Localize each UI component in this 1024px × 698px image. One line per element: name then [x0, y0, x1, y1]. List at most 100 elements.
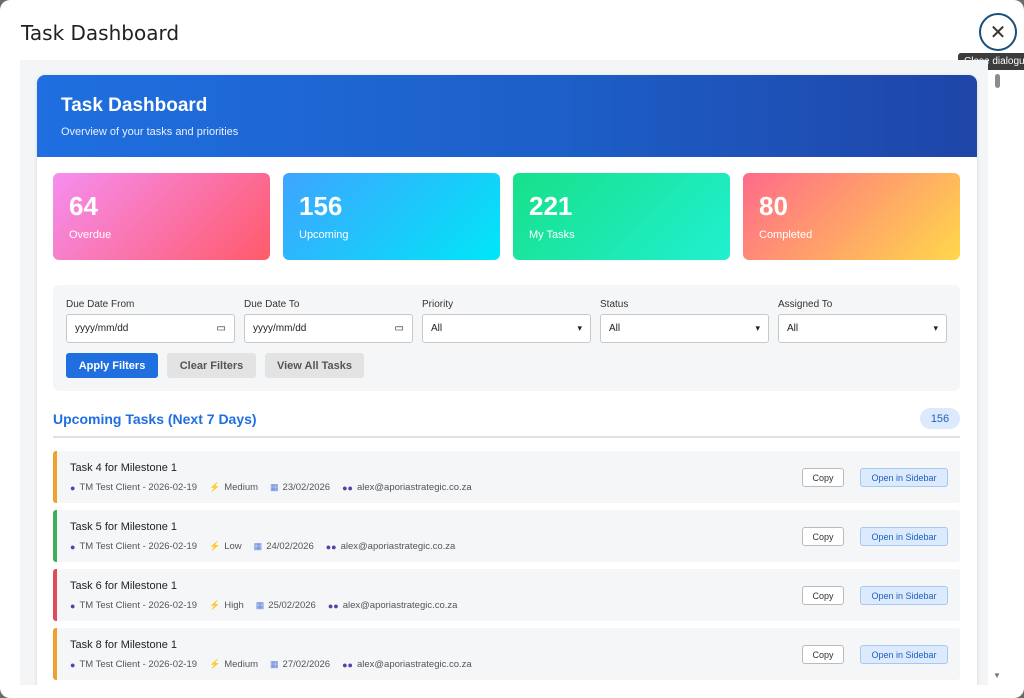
- apply-filters-button[interactable]: Apply Filters: [66, 353, 158, 378]
- task-title: Task 5 for Milestone 1: [70, 521, 177, 533]
- stat-value: 156: [299, 191, 343, 221]
- copy-button[interactable]: Copy: [802, 645, 844, 664]
- chevron-down-icon: ▾: [933, 323, 938, 333]
- priority-bolt-icon: ⚡: [209, 600, 221, 610]
- task-date: 23/02/2026: [282, 482, 331, 493]
- stat-card-completed[interactable]: 80 Completed: [743, 173, 960, 260]
- task-priority: Low: [224, 541, 242, 552]
- dialog-title: Task Dashboard: [21, 21, 180, 45]
- task-priority: High: [224, 600, 244, 611]
- task-assignee: alex@aporiastrategic.co.za: [356, 482, 472, 493]
- stat-value: 80: [759, 191, 788, 221]
- open-in-sidebar-button[interactable]: Open in Sidebar: [860, 468, 948, 487]
- stat-value: 64: [69, 191, 98, 221]
- task-assignee: alex@aporiastrategic.co.za: [340, 541, 456, 552]
- task-date: 27/02/2026: [282, 659, 331, 670]
- users-icon: ●●: [325, 541, 337, 552]
- open-in-sidebar-button[interactable]: Open in Sidebar: [860, 527, 948, 546]
- assigned-label: Assigned To: [778, 299, 833, 310]
- due-to-input[interactable]: yyyy/mm/dd ▭: [244, 314, 413, 343]
- copy-button[interactable]: Copy: [802, 527, 844, 546]
- open-in-sidebar-button[interactable]: Open in Sidebar: [860, 586, 948, 605]
- copy-button[interactable]: Copy: [802, 468, 844, 487]
- content-scrollbar[interactable]: ▼: [992, 72, 1002, 682]
- assigned-select[interactable]: All ▾: [778, 314, 947, 343]
- stat-label: Completed: [759, 229, 813, 241]
- scrollbar-thumb[interactable]: [995, 74, 1000, 88]
- due-from-label: Due Date From: [66, 299, 135, 310]
- due-from-value: yyyy/mm/dd: [75, 323, 129, 334]
- chevron-down-icon: ▾: [577, 323, 582, 333]
- dialog-content[interactable]: Task Dashboard Overview of your tasks an…: [20, 60, 988, 685]
- person-icon: ●: [70, 482, 76, 493]
- dashboard-header: Task Dashboard Overview of your tasks an…: [37, 75, 977, 157]
- dashboard-title: Task Dashboard: [61, 95, 208, 116]
- task-priority: Medium: [224, 659, 259, 670]
- task-assignee: alex@aporiastrategic.co.za: [342, 600, 458, 611]
- due-from-input[interactable]: yyyy/mm/dd ▭: [66, 314, 235, 343]
- status-select[interactable]: All ▾: [600, 314, 769, 343]
- task-client: TM Test Client - 2026-02-19: [79, 600, 198, 611]
- chevron-down-icon: ▾: [755, 323, 760, 333]
- users-icon: ●●: [327, 600, 339, 611]
- dashboard-panel: Task Dashboard Overview of your tasks an…: [37, 75, 977, 685]
- person-icon: ●: [70, 600, 76, 611]
- priority-bolt-icon: ⚡: [209, 541, 221, 551]
- task-meta: ● TM Test Client - 2026-02-19 ⚡ Low ▦ 24…: [70, 541, 455, 552]
- task-assignee: alex@aporiastrategic.co.za: [356, 659, 472, 670]
- task-meta: ● TM Test Client - 2026-02-19 ⚡ High ▦ 2…: [70, 600, 457, 611]
- scroll-down-arrow-icon[interactable]: ▼: [993, 671, 1001, 680]
- stat-card-upcoming[interactable]: 156 Upcoming: [283, 173, 500, 260]
- task-priority: Medium: [224, 482, 259, 493]
- status-label: Status: [600, 299, 629, 310]
- status-value: All: [609, 323, 621, 334]
- view-all-tasks-button[interactable]: View All Tasks: [265, 353, 364, 378]
- stat-label: My Tasks: [529, 229, 575, 241]
- close-icon: ✕: [989, 21, 1007, 44]
- priority-select[interactable]: All ▾: [422, 314, 591, 343]
- calendar-icon: ▦: [255, 600, 265, 610]
- calendar-icon: ▦: [253, 541, 263, 551]
- person-icon: ●: [70, 659, 76, 670]
- priority-bolt-icon: ⚡: [209, 659, 221, 669]
- task-row[interactable]: Task 8 for Milestone 1 ● TM Test Client …: [53, 628, 960, 680]
- task-title: Task 8 for Milestone 1: [70, 639, 177, 651]
- stat-card-overdue[interactable]: 64 Overdue: [53, 173, 270, 260]
- person-icon: ●: [70, 541, 76, 552]
- due-to-value: yyyy/mm/dd: [253, 323, 307, 334]
- calendar-icon[interactable]: ▭: [216, 323, 226, 334]
- calendar-icon: ▦: [270, 482, 279, 492]
- task-row[interactable]: Task 4 for Milestone 1 ● TM Test Client …: [53, 451, 960, 503]
- close-dialog-button[interactable]: ✕: [979, 13, 1017, 51]
- priority-bolt-icon: ⚡: [209, 482, 221, 492]
- stat-card-my-tasks[interactable]: 221 My Tasks: [513, 173, 730, 260]
- stat-label: Overdue: [69, 229, 112, 241]
- filter-bar: Due Date From yyyy/mm/dd ▭ Due Date To y…: [53, 285, 960, 391]
- priority-label: Priority: [422, 299, 454, 310]
- task-meta: ● TM Test Client - 2026-02-19 ⚡ Medium ▦…: [70, 659, 472, 670]
- users-icon: ●●: [342, 482, 353, 493]
- stat-value: 221: [529, 191, 573, 221]
- clear-filters-button[interactable]: Clear Filters: [167, 353, 256, 378]
- assigned-value: All: [787, 323, 799, 334]
- task-meta: ● TM Test Client - 2026-02-19 ⚡ Medium ▦…: [70, 482, 472, 493]
- task-date: 25/02/2026: [268, 600, 316, 611]
- upcoming-tasks-heading: Upcoming Tasks (Next 7 Days): [53, 411, 257, 427]
- section-divider: [53, 436, 960, 438]
- stat-label: Upcoming: [299, 229, 349, 241]
- copy-button[interactable]: Copy: [802, 586, 844, 605]
- upcoming-count-badge: 156: [920, 408, 960, 429]
- task-row[interactable]: Task 6 for Milestone 1 ● TM Test Client …: [53, 569, 960, 621]
- priority-value: All: [431, 323, 443, 334]
- calendar-icon[interactable]: ▭: [394, 323, 404, 334]
- users-icon: ●●: [342, 659, 353, 670]
- task-row[interactable]: Task 5 for Milestone 1 ● TM Test Client …: [53, 510, 960, 562]
- task-client: TM Test Client - 2026-02-19: [79, 482, 198, 493]
- task-client: TM Test Client - 2026-02-19: [79, 541, 198, 552]
- task-title: Task 4 for Milestone 1: [70, 462, 177, 474]
- open-in-sidebar-button[interactable]: Open in Sidebar: [860, 645, 948, 664]
- due-to-label: Due Date To: [244, 299, 300, 310]
- dashboard-subtitle: Overview of your tasks and priorities: [61, 126, 239, 138]
- task-client: TM Test Client - 2026-02-19: [79, 659, 198, 670]
